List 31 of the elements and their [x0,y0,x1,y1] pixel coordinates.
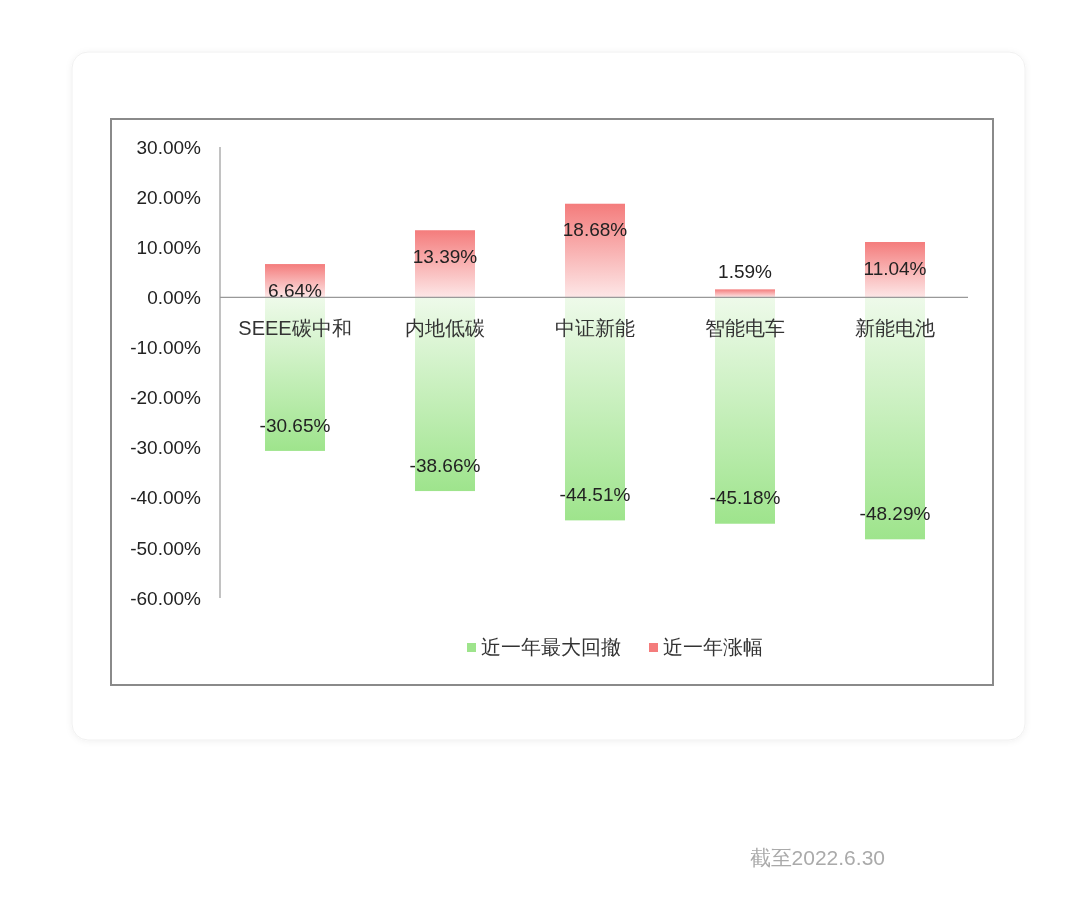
x-tick-label: 中证新能 [555,317,635,340]
y-tick-label: 30.00% [136,136,202,158]
y-tick-label: 10.00% [136,236,202,258]
data-label: -30.65% [259,414,331,436]
y-tick-label: -60.00% [130,587,202,609]
y-tick-label: 20.00% [136,186,202,208]
data-label: 13.39% [412,245,478,267]
x-tick-label: 内地低碳 [405,317,485,340]
legend-label: 近一年最大回撤 [481,636,621,658]
y-tick-label: -20.00% [130,387,202,409]
x-tick-label: SEEE碳中和 [238,317,352,340]
y-tick-label: -50.00% [130,537,202,559]
data-label: 18.68% [562,219,628,241]
data-label: -48.29% [859,502,931,524]
data-label: 1.59% [718,261,773,283]
data-label: -44.51% [559,484,631,506]
x-tick-label: 新能电池 [855,317,935,340]
bar [565,203,625,298]
y-tick-label: -10.00% [130,337,202,359]
y-tick-label: -30.00% [130,437,202,459]
bar [715,289,775,298]
data-label: -45.18% [709,487,781,509]
data-label: 6.64% [268,279,323,301]
data-label: 11.04% [863,257,927,279]
bar [415,230,475,298]
text: 截至2022.6.30 [749,846,885,870]
data-label: -38.66% [409,454,481,476]
y-tick-label: 0.00% [147,286,202,308]
x-tick-label: 智能电车 [705,317,785,340]
y-tick-label: -40.00% [130,487,202,509]
legend-label: 近一年涨幅 [663,636,763,658]
